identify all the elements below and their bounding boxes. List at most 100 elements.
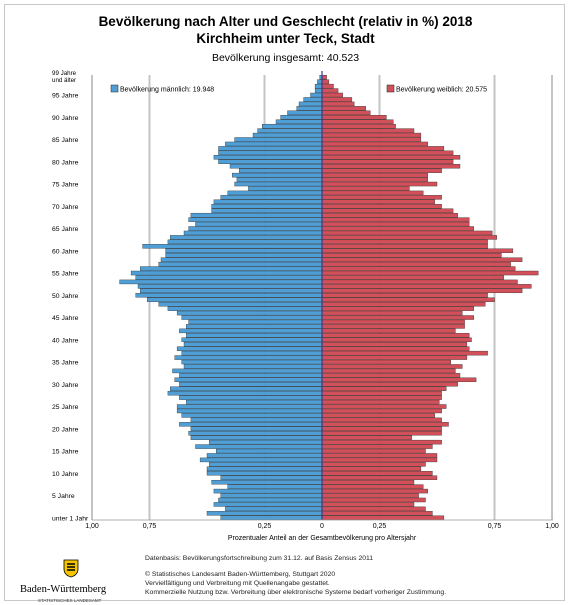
bar-male <box>135 293 323 298</box>
bar-female <box>321 408 442 414</box>
bar-male <box>195 444 323 449</box>
bar-female <box>321 88 339 93</box>
bar-male <box>186 324 323 329</box>
bar-male <box>179 373 323 378</box>
y-tick-label: und älter <box>52 77 76 84</box>
bar-female <box>321 471 433 476</box>
coat-of-arms-icon <box>63 559 79 578</box>
bar-male <box>165 248 323 253</box>
bar-male <box>298 101 323 107</box>
bar-female <box>321 221 470 227</box>
y-tick-label: 20 Jahre <box>52 426 79 433</box>
bar-female <box>321 310 463 316</box>
footer-line-4: Kommerzielle Nutzung bzw. Verbreitung üb… <box>145 589 447 596</box>
bar-female <box>321 462 426 467</box>
bar-male <box>142 244 323 249</box>
bar-female <box>321 208 454 213</box>
bar-female <box>321 168 442 173</box>
bar-female <box>321 164 461 169</box>
bar-male <box>179 395 323 400</box>
bar-male <box>227 190 323 196</box>
bar-female <box>321 453 438 458</box>
bar-male <box>213 199 323 205</box>
bar-male <box>234 137 323 142</box>
y-tick-label: 95 Jahre <box>52 93 79 100</box>
bar-female <box>321 288 523 294</box>
bar-male <box>176 404 323 409</box>
bar-male <box>234 181 323 187</box>
legend-label-female: Bevölkerung weiblich: 20.575 <box>396 87 487 94</box>
bar-female <box>321 506 426 512</box>
footer-line-3: Vervielfältigung und Verbreitung mit Que… <box>145 580 330 587</box>
bar-female <box>321 123 396 129</box>
x-tick-label: 0,75 <box>488 523 502 530</box>
y-tick-label: 40 Jahre <box>52 337 79 344</box>
x-tick-label: 0 <box>320 523 324 530</box>
y-tick-label: 5 Jahre <box>52 493 75 500</box>
bar-male <box>227 484 323 489</box>
bar-female <box>321 350 488 356</box>
bar-male <box>213 502 323 507</box>
bar-female <box>321 159 454 164</box>
y-tick-label: unter 1 Jahr <box>52 515 89 522</box>
bar-male <box>179 328 323 334</box>
bar-female <box>321 132 422 138</box>
bar-male <box>275 119 323 124</box>
bar-female <box>321 488 428 494</box>
bar-female <box>321 150 454 156</box>
bar-female <box>321 359 451 365</box>
bar-female <box>321 141 428 147</box>
bar-female <box>321 275 504 280</box>
bar-male <box>218 497 323 503</box>
y-tick-label: 60 Jahre <box>52 248 79 255</box>
bar-female <box>321 511 433 516</box>
bar-male <box>317 79 323 84</box>
bar-female <box>321 333 470 338</box>
bar-male <box>199 457 323 463</box>
bar-male <box>213 155 323 160</box>
bar-female <box>321 257 523 262</box>
bar-male <box>206 471 323 476</box>
bar-male <box>176 310 323 316</box>
bar-male <box>314 88 323 93</box>
bar-female <box>321 110 371 116</box>
bar-male <box>195 221 323 227</box>
y-tick-label: 15 Jahre <box>52 449 79 456</box>
bar-female <box>321 368 456 374</box>
y-tick-label: 55 Jahre <box>52 271 79 278</box>
bar-male <box>216 448 323 454</box>
chart-title: Bevölkerung nach Alter und Geschlecht (r… <box>98 14 473 29</box>
y-tick-label: 80 Jahre <box>52 159 79 166</box>
bar-female <box>321 261 511 267</box>
bar-female <box>321 382 458 387</box>
bar-female <box>321 75 327 80</box>
bar-male <box>188 431 323 436</box>
bar-female <box>321 342 468 347</box>
bar-male <box>140 266 323 271</box>
bar-female <box>321 181 438 187</box>
bar-male <box>229 164 323 169</box>
bar-female <box>321 337 472 342</box>
bar-female <box>321 417 442 423</box>
bar-male <box>188 217 323 222</box>
bar-male <box>262 123 323 129</box>
bar-female <box>321 195 442 200</box>
bar-male <box>188 226 323 231</box>
bar-female <box>321 493 419 498</box>
bar-male <box>174 377 323 383</box>
bar-male <box>218 146 323 151</box>
chart-frame <box>4 4 565 601</box>
y-tick-label: 10 Jahre <box>52 471 79 478</box>
bar-male <box>186 399 323 405</box>
x-tick-label: 0,25 <box>258 523 272 530</box>
bar-male <box>183 364 323 369</box>
legend-swatch-male <box>110 84 119 93</box>
bar-male <box>165 253 323 258</box>
bar-male <box>239 168 323 173</box>
bar-female <box>321 253 502 258</box>
bar-male <box>211 208 323 213</box>
x-tick-label: 0,75 <box>143 523 157 530</box>
bar-female <box>321 373 461 378</box>
bar-female <box>321 266 516 271</box>
x-tick-label: 1,00 <box>85 523 99 530</box>
